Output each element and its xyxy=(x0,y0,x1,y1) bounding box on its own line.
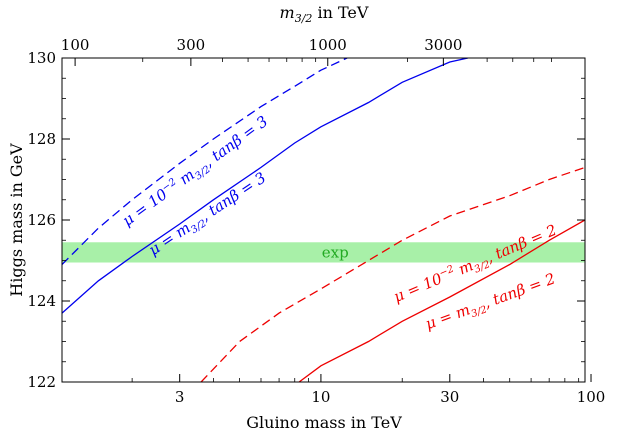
y-axis-title: Higgs mass in GeV xyxy=(7,143,26,297)
label-mu-1e-2-m32-tanb2: μ = 10−2 m3/2, tanβ = 2 xyxy=(391,221,561,309)
y-tick-label-2: 126 xyxy=(27,211,56,229)
experimental-band-label: exp xyxy=(322,243,349,261)
x-tick-label-1: 10 xyxy=(311,388,330,406)
x-tick-label-0: 3 xyxy=(175,388,185,406)
top-tick-label-1: 300 xyxy=(177,36,206,54)
series-line-1 xyxy=(62,58,348,265)
y-tick-label-3: 128 xyxy=(27,130,56,148)
x-axis-title: Gluino mass in TeV xyxy=(246,413,402,432)
x-tick-label-2: 30 xyxy=(440,388,459,406)
curve-labels: μ = m3/2, tanβ = 3 μ = 10−2 m3/2, tanβ =… xyxy=(119,112,561,335)
experimental-band xyxy=(62,242,585,263)
series-layer xyxy=(62,58,585,382)
label-mu-m32-tanb2: μ = m3/2, tanβ = 2 xyxy=(423,269,559,335)
top-axis-title: m3/2 in TeV xyxy=(280,3,369,25)
series-line-0 xyxy=(62,58,469,314)
top-tick-label-0: 100 xyxy=(61,36,90,54)
series-line-3 xyxy=(298,219,585,382)
experimental-band-layer: exp xyxy=(62,242,585,263)
y-tick-label-4: 130 xyxy=(27,49,56,67)
x-tick-label-3: 100 xyxy=(577,388,606,406)
top-tick-label-3: 3000 xyxy=(424,36,462,54)
ticks: 3 10 30 100 100 300 1000 3000 122 124 126 128 130 xyxy=(27,36,605,406)
top-tick-label-2: 1000 xyxy=(309,36,347,54)
label-mu-1e-2-m32-tanb3: μ = 10−2 m3/2, tanβ = 3 xyxy=(119,112,273,232)
y-tick-label-0: 122 xyxy=(27,373,56,391)
series-line-2 xyxy=(200,166,585,382)
y-tick-label-1: 124 xyxy=(27,292,56,310)
